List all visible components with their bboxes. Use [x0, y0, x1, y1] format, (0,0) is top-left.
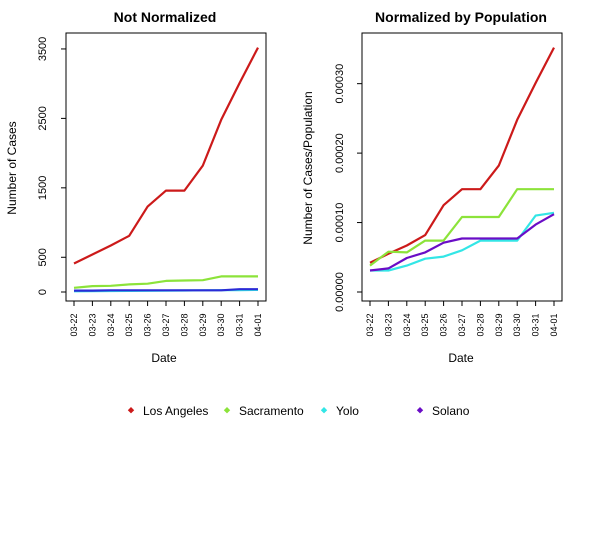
x-tick-label: 03-24 — [402, 313, 412, 336]
series-line-yolo — [370, 211, 555, 272]
x-tick-label: 04-01 — [253, 313, 263, 336]
x-tick-label: 03-25 — [124, 313, 134, 336]
x-tick-label: 03-27 — [161, 313, 171, 336]
y-axis-label: Number of Cases — [5, 121, 19, 214]
series-line-los-angeles — [369, 47, 555, 264]
y-ticks: 0 500 1500 2500 3500 — [37, 37, 66, 295]
series-line-sacramento — [73, 275, 258, 289]
x-tick-label: 03-24 — [106, 313, 116, 336]
y-tick-label: 2500 — [37, 106, 49, 130]
legend-label: Los Angeles — [143, 404, 208, 418]
series-lines — [73, 47, 259, 293]
x-tick-label: 03-28 — [475, 313, 485, 336]
x-tick-label: 03-31 — [531, 313, 541, 336]
x-tick-label: 03-28 — [179, 313, 189, 336]
legend-label: Sacramento — [239, 404, 304, 418]
x-ticks: 03-22 03-23 03-24 03-25 03-26 03-27 03-28 03-29… — [365, 301, 559, 337]
series-line-solano — [369, 213, 555, 272]
plot-frame — [65, 32, 267, 302]
x-axis-label: Date — [151, 351, 177, 365]
x-tick-label: 03-31 — [235, 313, 245, 336]
y-tick-label: 3500 — [37, 37, 49, 61]
y-tick-label: 1500 — [37, 176, 49, 200]
legend-marker — [127, 407, 135, 414]
x-tick-label: 03-23 — [383, 313, 393, 336]
x-tick-label: 03-30 — [512, 313, 522, 336]
x-tick-label: 03-26 — [143, 313, 153, 336]
x-tick-label: 03-26 — [439, 313, 449, 336]
series-line-sacramento — [369, 188, 554, 267]
chart-title: Not Normalized — [114, 9, 217, 25]
x-tick-label: 03-22 — [69, 313, 79, 336]
y-tick-label: 0.00010 — [334, 203, 346, 243]
x-tick-label: 03-23 — [87, 313, 97, 336]
x-tick-label: 03-22 — [365, 313, 375, 336]
series-lines — [369, 47, 555, 272]
legend-label: Solano — [432, 404, 470, 418]
series-line-solano — [74, 288, 258, 292]
chart-normalized-by-population: Normalized by Population Date Number of … — [301, 9, 563, 365]
y-tick-label: 0.00030 — [334, 64, 346, 104]
y-ticks: 0.00000 0.00010 0.00020 0.00030 — [334, 64, 362, 312]
legend-label: Yolo — [336, 404, 359, 418]
y-axis-label: Number of Cases/Population — [301, 91, 315, 244]
x-tick-label: 03-29 — [494, 313, 504, 336]
plot-frame — [361, 32, 563, 302]
x-tick-label: 03-25 — [420, 313, 430, 336]
x-tick-label: 03-30 — [216, 313, 226, 336]
y-tick-label: 0.00000 — [334, 272, 346, 312]
legend-marker — [320, 407, 328, 414]
series-line-los-angeles — [73, 47, 259, 265]
y-tick-label: 0 — [37, 289, 49, 295]
chart-not-normalized: Not Normalized Date Number of Cases 0 500… — [5, 9, 267, 365]
legend-marker — [223, 407, 231, 414]
legend-marker — [416, 407, 424, 414]
x-axis-label: Date — [448, 351, 474, 365]
y-tick-label: 500 — [37, 248, 49, 266]
x-tick-label: 04-01 — [549, 313, 559, 336]
x-tick-label: 03-29 — [198, 313, 208, 336]
x-tick-label: 03-27 — [457, 313, 467, 336]
chart-title: Normalized by Population — [375, 9, 547, 25]
x-ticks: 03-22 03-23 03-24 03-25 03-26 03-27 03-28 03-29… — [69, 301, 263, 337]
y-tick-label: 0.00020 — [334, 133, 346, 173]
legend: Los Angeles Sacramento Yolo Solano — [127, 404, 470, 418]
